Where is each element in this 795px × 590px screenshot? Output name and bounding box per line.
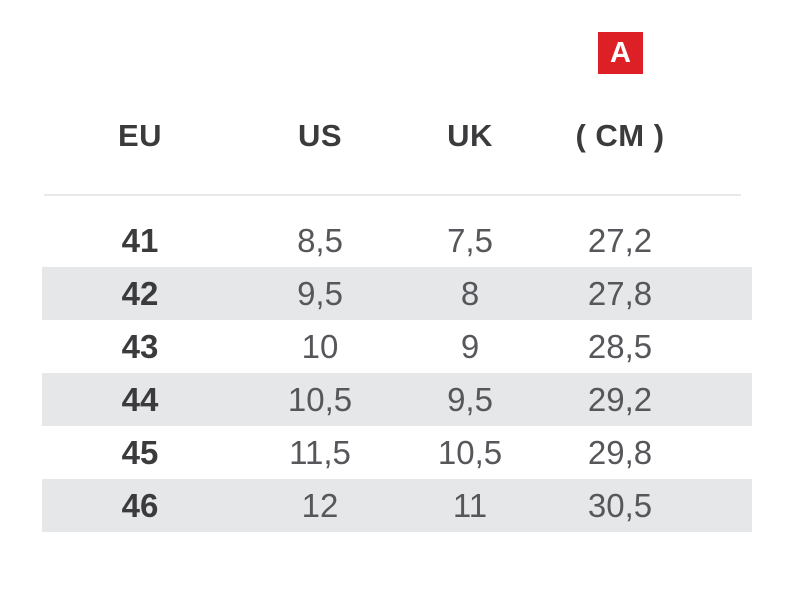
- cell-eu: 43: [121, 327, 159, 365]
- header-divider: [44, 194, 741, 196]
- cell-uk: 9: [460, 327, 480, 365]
- cell-cm: 29,8: [587, 433, 653, 471]
- column-a-badge: A: [598, 32, 643, 74]
- cell-eu: 44: [121, 380, 159, 418]
- cell-uk: 9,5: [447, 380, 493, 418]
- cell-uk: 11: [452, 486, 488, 524]
- table-row: 41 8,5 7,5 27,2: [42, 214, 752, 267]
- cell-cm: 27,8: [587, 274, 653, 312]
- column-header-cm: ( CM ): [575, 118, 665, 153]
- cell-uk: 8: [460, 274, 480, 312]
- cell-uk: 10,5: [437, 433, 503, 471]
- cell-eu: 42: [121, 274, 159, 312]
- cell-us: 8,5: [297, 221, 343, 259]
- table-header-row: EU US UK ( CM ): [42, 110, 752, 162]
- cell-us: 10: [301, 327, 339, 365]
- column-header-eu: EU: [117, 118, 163, 153]
- cell-us: 9,5: [297, 274, 343, 312]
- cell-uk: 7,5: [447, 221, 493, 259]
- cell-cm: 29,2: [587, 380, 653, 418]
- table-row: 45 11,5 10,5 29,8: [42, 426, 752, 479]
- column-header-us: US: [297, 118, 343, 153]
- table-body: 41 8,5 7,5 27,2 42 9,5 8 27,8 43 10 9 28…: [42, 214, 752, 532]
- cell-us: 11,5: [289, 433, 351, 471]
- table-row: 43 10 9 28,5: [42, 320, 752, 373]
- cell-us: 12: [301, 486, 339, 524]
- column-a-badge-label: A: [610, 36, 631, 69]
- column-header-uk: UK: [447, 118, 493, 153]
- cell-eu: 41: [121, 221, 159, 259]
- table-row: 44 10,5 9,5 29,2: [42, 373, 752, 426]
- cell-us: 10,5: [287, 380, 353, 418]
- cell-eu: 46: [121, 486, 159, 524]
- cell-eu: 45: [121, 433, 159, 471]
- cell-cm: 27,2: [587, 221, 653, 259]
- table-row: 42 9,5 8 27,8: [42, 267, 752, 320]
- cell-cm: 28,5: [587, 327, 653, 365]
- table-row: 46 12 11 30,5: [42, 479, 752, 532]
- cell-cm: 30,5: [587, 486, 653, 524]
